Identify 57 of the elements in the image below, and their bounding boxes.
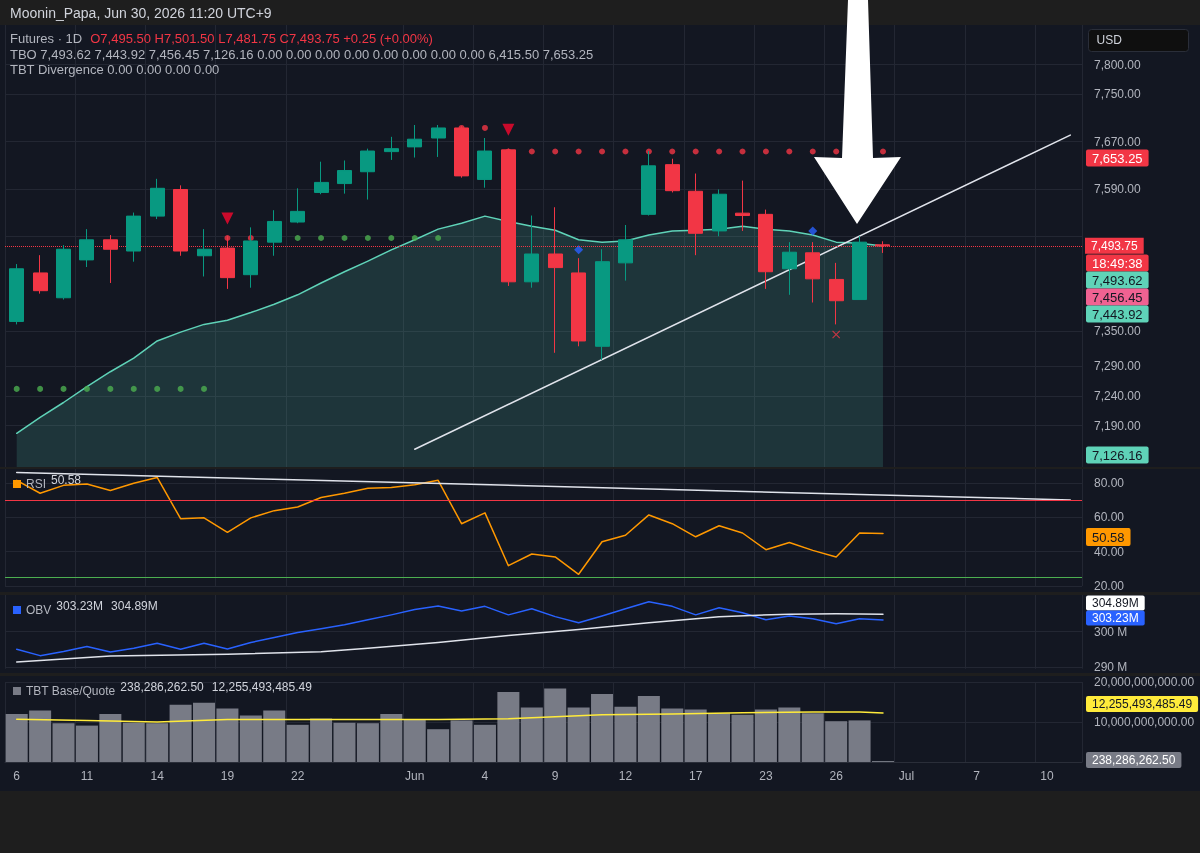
annotation: 50.58 (51, 473, 82, 487)
annotation: TBO 7,493.62 7,443.92 7,456.45 7,126.16 0.00 0.00 0.00 0.00 0.00 0.00 0.00 0.00 6,415.50 7,653.25 (10, 47, 594, 62)
annotation: 238,286,262.50 (120, 680, 205, 694)
y-tick-label: 20.00 (1094, 579, 1125, 593)
text: 12,255,493,485.49 (1092, 697, 1193, 711)
annotation: 303.23M (56, 599, 104, 613)
text: Futures · 1D (10, 31, 83, 46)
x-tick-label: 14 (150, 769, 165, 783)
x-tick-label: 12 (618, 769, 633, 783)
x-tick-label: 17 (689, 769, 703, 783)
text: 50.58 (1092, 529, 1125, 545)
y-tick-label: 7,800.00 (1094, 57, 1142, 72)
y-tick-label: 7,750.00 (1094, 87, 1142, 102)
y-tick-label: 40.00 (1094, 544, 1125, 559)
legend-label: RSI (26, 477, 47, 491)
x-tick-label: 22 (290, 769, 305, 783)
x-tick-label: 7 (973, 769, 981, 783)
y-tick-label: 20,000,000,000.00 (1094, 675, 1195, 689)
text: 18:49:38 (1092, 255, 1143, 271)
y-tick-label: 7,240.00 (1094, 389, 1142, 403)
text: 7,126.16 (1092, 447, 1143, 463)
y-tick-label: 290 M (1094, 660, 1128, 674)
text: 7,653.25 (1092, 150, 1143, 166)
legend-label: TBT Base/Quote (26, 684, 116, 698)
x-tick-label: Jul (898, 769, 915, 783)
x-tick-label: 9 (551, 769, 559, 783)
x-tick-label: 11 (80, 769, 94, 783)
y-tick-label: 7,190.00 (1094, 418, 1142, 433)
text: 238,286,262.50 (1092, 753, 1176, 767)
annotation: TBT Divergence 0.00 0.00 0.00 0.00 (10, 62, 220, 77)
annotation: 304.89M (111, 599, 158, 613)
x-tick-label: 19 (220, 769, 235, 783)
legend-label: OBV (26, 603, 52, 617)
y-tick-label: 60.00 (1094, 510, 1125, 525)
x-tick-label: 23 (759, 769, 773, 783)
annotation: 12,255,493,485.49 (211, 680, 313, 694)
y-axis-title: USD (1096, 32, 1123, 47)
y-tick-label: 300 M (1094, 624, 1128, 639)
text: 303.23M (1092, 611, 1139, 625)
ref-line-label: 7,493.75 (1091, 238, 1139, 253)
x-tick-label: Jun (405, 769, 425, 783)
text: 7,493.62 (1092, 272, 1143, 288)
y-tick-label: 7,350.00 (1094, 323, 1142, 338)
text: 7,443.92 (1092, 306, 1143, 322)
text: 7,456.45 (1092, 289, 1143, 305)
x-tick-label: 6 (13, 769, 21, 783)
text: O7,495.50 H7,501.50 L7,481.75 C7,493.75 +0.25 (+0.00%) (90, 31, 433, 46)
y-tick-label: 80.00 (1094, 475, 1125, 490)
y-tick-label: 7,590.00 (1094, 181, 1142, 196)
x-tick-label: 4 (481, 769, 489, 783)
x-tick-label: 10 (1040, 769, 1054, 783)
text: 304.89M (1092, 596, 1139, 610)
x-tick-label: 26 (829, 769, 844, 783)
y-tick-label: 7,670.00 (1094, 134, 1142, 149)
y-tick-label: 10,000,000,000.00 (1094, 715, 1195, 729)
text: Moonin_Papa, Jun 30, 2026 11:20 UTC+9 (10, 5, 272, 21)
y-tick-label: 7,290.00 (1094, 359, 1142, 374)
